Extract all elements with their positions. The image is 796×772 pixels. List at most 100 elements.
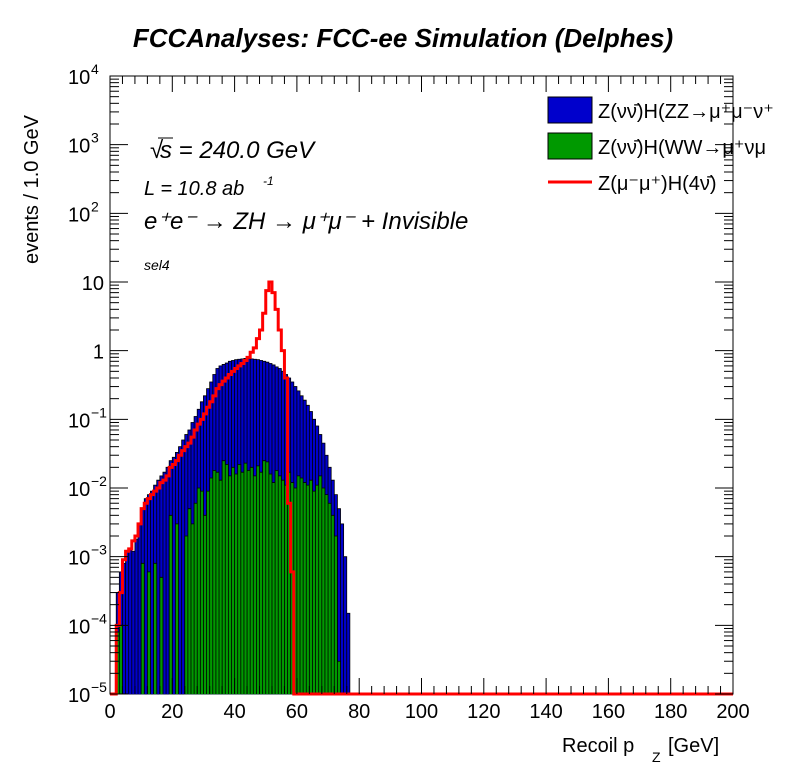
x-tick-label: 60 xyxy=(286,701,308,723)
wz-bin xyxy=(165,467,170,695)
ww-bin xyxy=(250,467,254,695)
wz-bin xyxy=(131,551,136,695)
sqrt-s-annotation: √ s = 240.0 GeV xyxy=(150,137,316,164)
ww-bin xyxy=(306,485,310,695)
ww-bin xyxy=(175,523,179,695)
y-tick-label: 10 xyxy=(82,273,104,295)
ww-bin xyxy=(169,515,173,695)
y-tick-exponent: 2 xyxy=(91,198,99,214)
ww-bin xyxy=(215,472,220,695)
selection-label: sel4 xyxy=(144,257,170,273)
y-tick-base: 10 xyxy=(68,410,90,432)
x-axis-label: Recoil p Z [GeV] xyxy=(562,735,719,765)
ww-bin xyxy=(262,460,266,695)
legend: Z(νν̄)H(ZZ→μ⁺μ⁻ν⁺ Z(νν̄)H(WW→μ⁺νμ Z(μ⁻μ⁺… xyxy=(547,96,774,195)
wz-bin xyxy=(128,548,132,695)
y-tick-label: 10 4 xyxy=(68,61,99,89)
wz-bin xyxy=(181,439,185,695)
ww-bin xyxy=(197,487,201,695)
ww-bin xyxy=(231,467,235,695)
ww-bin xyxy=(221,460,226,695)
ww-histogram xyxy=(115,460,344,695)
legend-label-ww: Z(νν̄)H(WW→μ⁺νμ xyxy=(598,137,766,159)
ww-bin xyxy=(212,470,217,695)
x-tick-label: 20 xyxy=(161,701,183,723)
lumi-annotation: L = 10.8 ab -1 xyxy=(144,174,274,200)
ww-bin xyxy=(140,563,145,695)
y-tick-exponent: 3 xyxy=(91,130,99,146)
y-tick-label: 1 xyxy=(93,342,104,364)
y-tick-base: 10 xyxy=(68,685,90,707)
y-tick-base: 10 xyxy=(68,136,90,158)
wz-bin xyxy=(346,613,351,695)
ww-bin xyxy=(321,487,326,695)
y-tick-base: 10 xyxy=(68,479,90,501)
y-tick-label: 10 −5 xyxy=(68,679,107,707)
y-tick-base: 10 xyxy=(68,204,90,226)
y-tick-base: 1 xyxy=(93,342,104,364)
x-tick-label: 200 xyxy=(716,701,749,723)
ww-bin xyxy=(153,563,157,695)
y-tick-exponent: 4 xyxy=(91,61,99,77)
y-tick-label: 10 2 xyxy=(68,198,99,226)
y-tick-exponent: −3 xyxy=(91,542,107,558)
ww-bin xyxy=(218,480,223,695)
ww-bin xyxy=(190,523,195,695)
legend-label-wz: Z(νν̄)H(ZZ→μ⁺μ⁻ν⁺ xyxy=(598,101,774,123)
y-tick-exponent: −1 xyxy=(91,404,107,420)
ww-bin xyxy=(265,461,270,695)
ww-bin xyxy=(253,475,257,695)
wz-bin xyxy=(340,523,344,695)
ww-bin xyxy=(237,464,241,695)
chart-title: FCCAnalyses: FCC-ee Simulation (Delphes) xyxy=(133,23,673,53)
x-axis-label-unit: [GeV] xyxy=(668,735,719,757)
ww-bin xyxy=(331,515,335,695)
ww-bin xyxy=(119,625,123,695)
ww-bin xyxy=(312,490,316,695)
ww-bin xyxy=(315,485,319,695)
y-tick-label: 10 −2 xyxy=(68,473,107,501)
y-tick-exponent: −5 xyxy=(91,679,107,695)
ww-bin xyxy=(299,477,304,695)
y-tick-exponent: −2 xyxy=(91,473,107,489)
y-tick-exponent: −4 xyxy=(91,610,107,626)
ww-bin xyxy=(324,494,329,695)
ww-bin xyxy=(246,470,251,695)
ww-bin xyxy=(281,480,285,695)
ww-bin xyxy=(159,577,164,695)
ww-bin xyxy=(327,503,332,695)
ww-bin xyxy=(200,490,204,695)
ww-bin xyxy=(302,482,307,695)
x-axis-label-main: Recoil p xyxy=(562,735,634,757)
wz-bin xyxy=(178,446,182,695)
ww-bin xyxy=(309,480,313,695)
ww-bin xyxy=(225,464,229,695)
lumi-text: L = 10.8 ab xyxy=(144,178,244,200)
wz-bin xyxy=(162,472,167,695)
ww-bin xyxy=(203,515,207,695)
ww-bin xyxy=(318,475,322,695)
ww-bin xyxy=(206,490,210,695)
ww-bin xyxy=(259,472,263,695)
ww-bin xyxy=(147,571,151,695)
wz-bin xyxy=(144,498,148,695)
ww-bin xyxy=(284,485,288,695)
x-tick-label: 180 xyxy=(654,701,687,723)
ww-bin xyxy=(228,475,232,695)
ww-bin xyxy=(334,535,338,695)
x-tick-label: 120 xyxy=(467,701,500,723)
wz-bin xyxy=(343,556,347,695)
legend-label-signal: Z(μ⁻μ⁺)H(4ν̄) xyxy=(598,173,717,195)
ww-bin xyxy=(184,535,189,695)
y-axis-label: events / 1.0 GeV xyxy=(21,114,43,264)
ww-bin xyxy=(278,475,282,695)
ww-bin xyxy=(234,473,238,695)
process-text: e⁺e⁻ → ZH → μ⁺μ⁻ + Invisible xyxy=(144,208,468,235)
ww-bin xyxy=(187,508,192,695)
y-tick-base: 10 xyxy=(68,67,90,89)
x-axis-label-sub: Z xyxy=(652,749,661,765)
lumi-exponent: -1 xyxy=(263,174,274,188)
